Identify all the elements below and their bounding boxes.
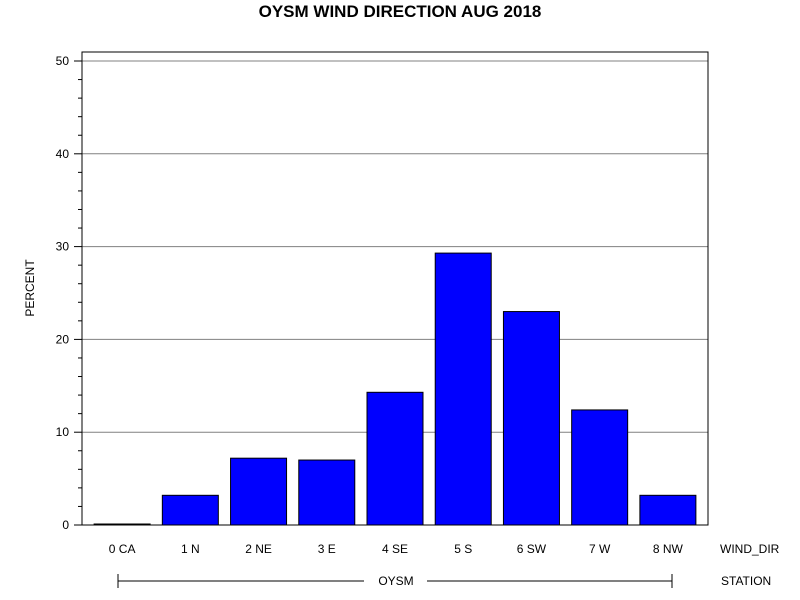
y-tick-label: 40 xyxy=(56,147,70,161)
station-label: STATION xyxy=(721,574,771,588)
y-tick-label: 20 xyxy=(56,332,70,346)
y-axis-label: PERCENT xyxy=(23,259,37,317)
bar-1-n xyxy=(161,494,219,526)
grid-lines xyxy=(82,60,708,433)
bars xyxy=(93,252,697,526)
plot-frame xyxy=(81,51,709,526)
x-tick-label: 1 N xyxy=(181,542,200,556)
y-tick-label: 0 xyxy=(62,518,69,532)
station-group-bracket: OYSM xyxy=(117,574,673,588)
x-axis: 0 CA 1 N 2 NE 3 E 4 SE 5 S 6 SW 7 W 8 NW xyxy=(109,542,684,556)
x-tick-label: 3 E xyxy=(318,542,336,556)
x-axis-label: WIND_DIR xyxy=(720,542,780,556)
y-tick-label: 30 xyxy=(56,240,70,254)
x-tick-label: 0 CA xyxy=(109,542,136,556)
bar-3-e xyxy=(298,459,356,526)
bar-2-ne xyxy=(230,457,288,526)
bar-8-nw xyxy=(639,494,697,526)
bar-5-s xyxy=(434,252,492,526)
y-tick-label: 10 xyxy=(56,425,70,439)
y-tick-label: 50 xyxy=(56,54,70,68)
x-tick-label: 8 NW xyxy=(653,542,684,556)
station-value: OYSM xyxy=(378,574,413,588)
x-tick-label: 7 W xyxy=(589,542,611,556)
x-tick-label: 2 NE xyxy=(245,542,272,556)
x-tick-label: 6 SW xyxy=(517,542,547,556)
bar-6-sw xyxy=(502,311,560,526)
bar-7-w xyxy=(571,409,629,526)
x-tick-label: 5 S xyxy=(454,542,472,556)
y-axis: 0 10 20 30 40 50 xyxy=(56,54,82,532)
bar-4-se xyxy=(366,391,424,526)
x-tick-label: 4 SE xyxy=(382,542,408,556)
chart-title: OYSM WIND DIRECTION AUG 2018 xyxy=(259,2,542,21)
